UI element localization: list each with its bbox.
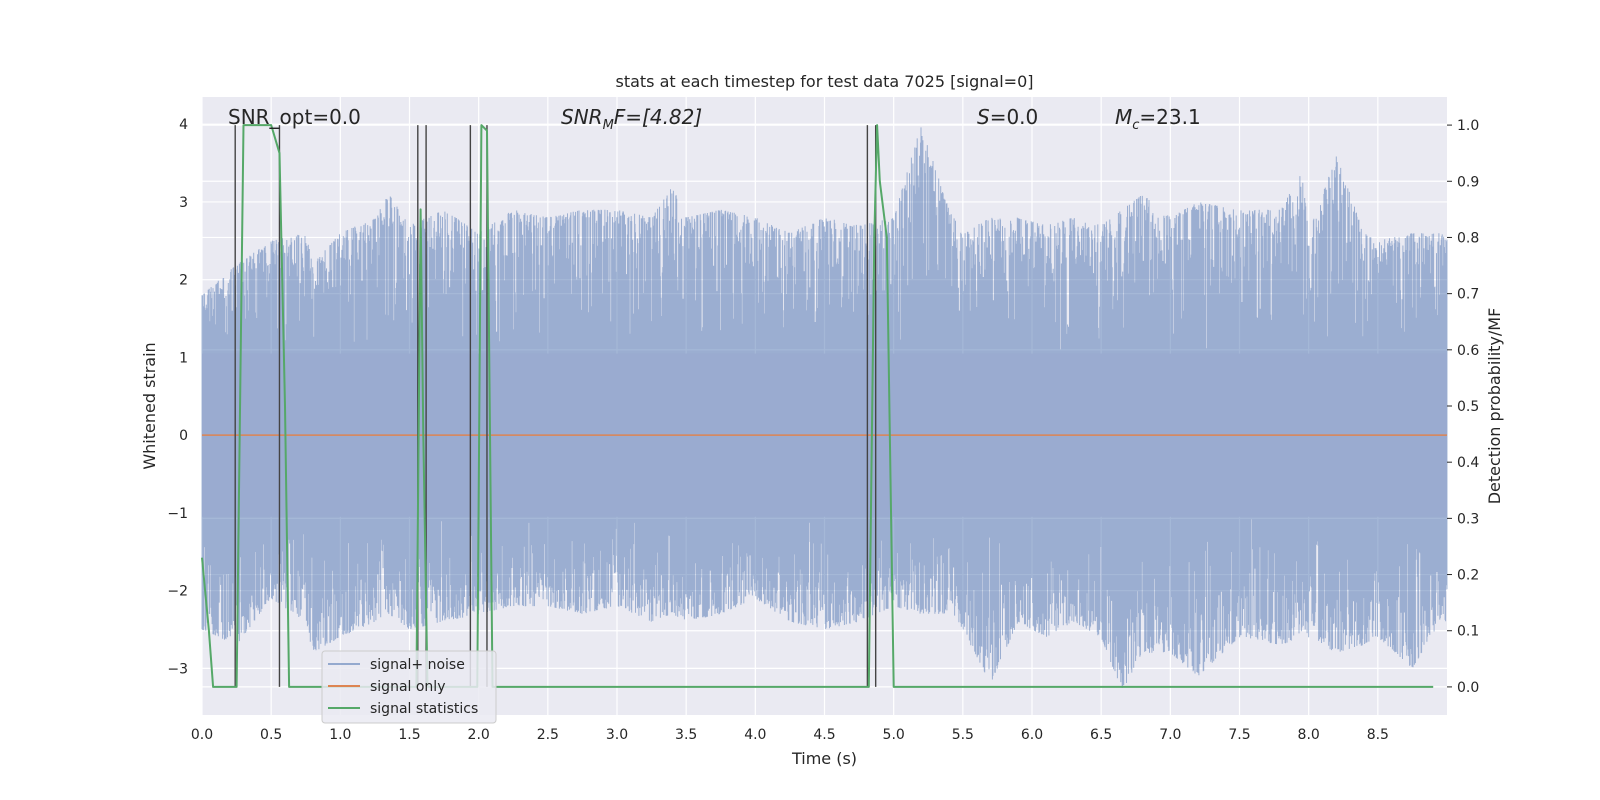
x-tick-label: 2.0 — [468, 727, 490, 743]
y-tick-label: −2 — [167, 584, 188, 600]
annotation-mc-sub: c — [1132, 118, 1139, 133]
y-tick-label: 1 — [179, 350, 188, 366]
annotation-snr-opt: SNR_opt=0.0 — [228, 105, 361, 129]
y2-tick-label: 0.5 — [1457, 399, 1479, 415]
y2-tick-label: 1.0 — [1457, 118, 1479, 134]
x-tick-label: 2.5 — [537, 727, 559, 743]
y2-tick-label: 0.1 — [1457, 624, 1479, 640]
y-tick-label: −1 — [167, 506, 188, 522]
y-axis-label: Whitened strain — [140, 342, 159, 469]
annotation-s: S=0.0 — [977, 105, 1038, 129]
y-tick-label: 0 — [179, 428, 188, 444]
x-tick-label: 4.5 — [813, 727, 835, 743]
x-axis-label: Time (s) — [791, 749, 857, 768]
x-tick-label: 3.5 — [675, 727, 697, 743]
legend-label-signal-noise: signal+ noise — [370, 657, 465, 673]
x-tick-label: 8.5 — [1367, 727, 1389, 743]
x-tick-label: 7.5 — [1228, 727, 1250, 743]
x-tick-label: 0.5 — [260, 727, 282, 743]
y2-tick-label: 0.3 — [1457, 511, 1479, 527]
x-tick-label: 8.0 — [1298, 727, 1320, 743]
y2-tick-label: 0.9 — [1457, 174, 1479, 190]
x-tick-label: 7.0 — [1159, 727, 1181, 743]
annotation-s-label: S — [977, 105, 990, 129]
y2-axis-label: Detection probability/MF — [1485, 308, 1504, 505]
annotation-snr-mf-rest: F=[4.82] — [614, 105, 702, 129]
axes: 0.0 0.5 1.0 1.5 2.0 2.5 3.0 3.5 4.0 4.5 5.0 5.5 6.0 6… — [167, 117, 1479, 743]
annotation-s-value: =0.0 — [990, 105, 1039, 129]
x-tick-label: 6.0 — [1021, 727, 1043, 743]
annotation-mc: Mc=23.1 — [1115, 105, 1201, 133]
annotation-snr-mf-sub: M — [603, 118, 614, 133]
x-tick-label: 1.5 — [398, 727, 420, 743]
x-tick-label: 4.0 — [744, 727, 766, 743]
y2-tick-label: 0.7 — [1457, 287, 1479, 303]
y-tick-label: 3 — [179, 195, 188, 211]
y2-tick-label: 0.6 — [1457, 343, 1479, 359]
x-tick-label: 1.0 — [329, 727, 351, 743]
legend-label-signal-only: signal only — [370, 679, 445, 695]
legend-label-signal-statistics: signal statistics — [370, 701, 478, 717]
annotation-mc-base: M — [1115, 105, 1132, 129]
y-tick-label: 4 — [179, 117, 188, 133]
x-tick-label: 3.0 — [606, 727, 628, 743]
y-tick-label: 2 — [179, 273, 188, 289]
y-tick-label: −3 — [167, 661, 188, 677]
x-tick-label: 5.0 — [883, 727, 905, 743]
x-tick-label: 6.5 — [1090, 727, 1112, 743]
legend: signal+ noise signal only signal statist… — [321, 650, 497, 724]
y2-tick-label: 0.4 — [1457, 455, 1479, 471]
y2-tick-label: 0.2 — [1457, 568, 1479, 584]
annotation-snr-mf: SNRMF=[4.82] — [561, 105, 702, 133]
annotation-mc-value: =23.1 — [1139, 105, 1200, 129]
chart-title: stats at each timestep for test data 702… — [615, 72, 1033, 91]
y2-tick-label: 0.8 — [1457, 230, 1479, 246]
legend-box — [321, 650, 497, 724]
y2-tick-label: 0.0 — [1457, 680, 1479, 696]
annotation-snr-mf-base: SNR — [561, 105, 603, 129]
x-tick-label: 0.0 — [191, 727, 213, 743]
x-tick-label: 5.5 — [952, 727, 974, 743]
